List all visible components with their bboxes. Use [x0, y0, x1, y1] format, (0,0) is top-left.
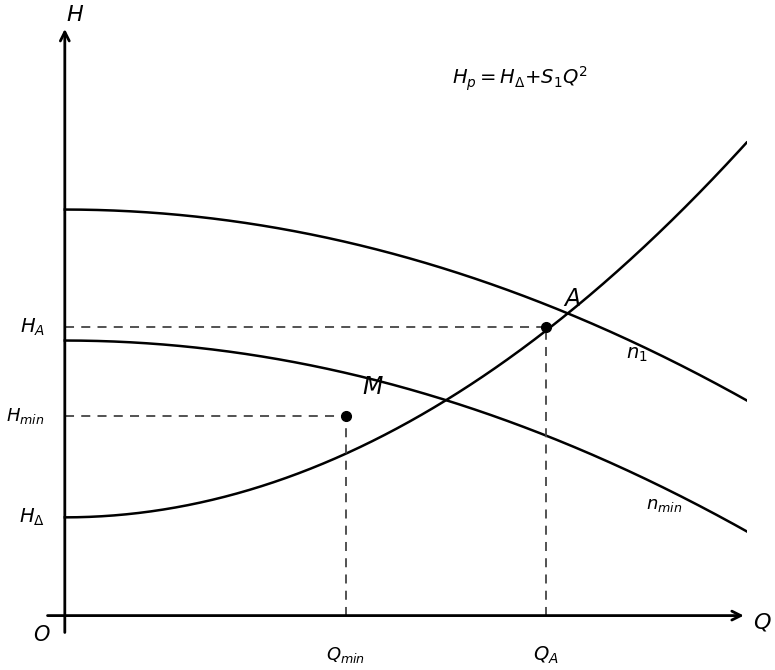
Text: $H_A$: $H_A$: [19, 317, 45, 338]
Text: $H_p{=}H_\Delta{+}S_1Q^2$: $H_p{=}H_\Delta{+}S_1Q^2$: [453, 64, 589, 92]
Text: $H$: $H$: [66, 4, 84, 26]
Text: $n_{min}$: $n_{min}$: [646, 496, 683, 514]
Text: $A$: $A$: [563, 287, 580, 311]
Text: $n_1$: $n_1$: [626, 346, 648, 364]
Text: $Q$: $Q$: [753, 611, 772, 633]
Text: $H_\Delta$: $H_\Delta$: [19, 507, 45, 528]
Text: $Q_{min}$: $Q_{min}$: [326, 645, 365, 665]
Text: $M$: $M$: [362, 375, 384, 399]
Text: $Q_A$: $Q_A$: [533, 645, 559, 667]
Text: $H_{min}$: $H_{min}$: [6, 406, 45, 426]
Text: $O$: $O$: [33, 625, 50, 645]
